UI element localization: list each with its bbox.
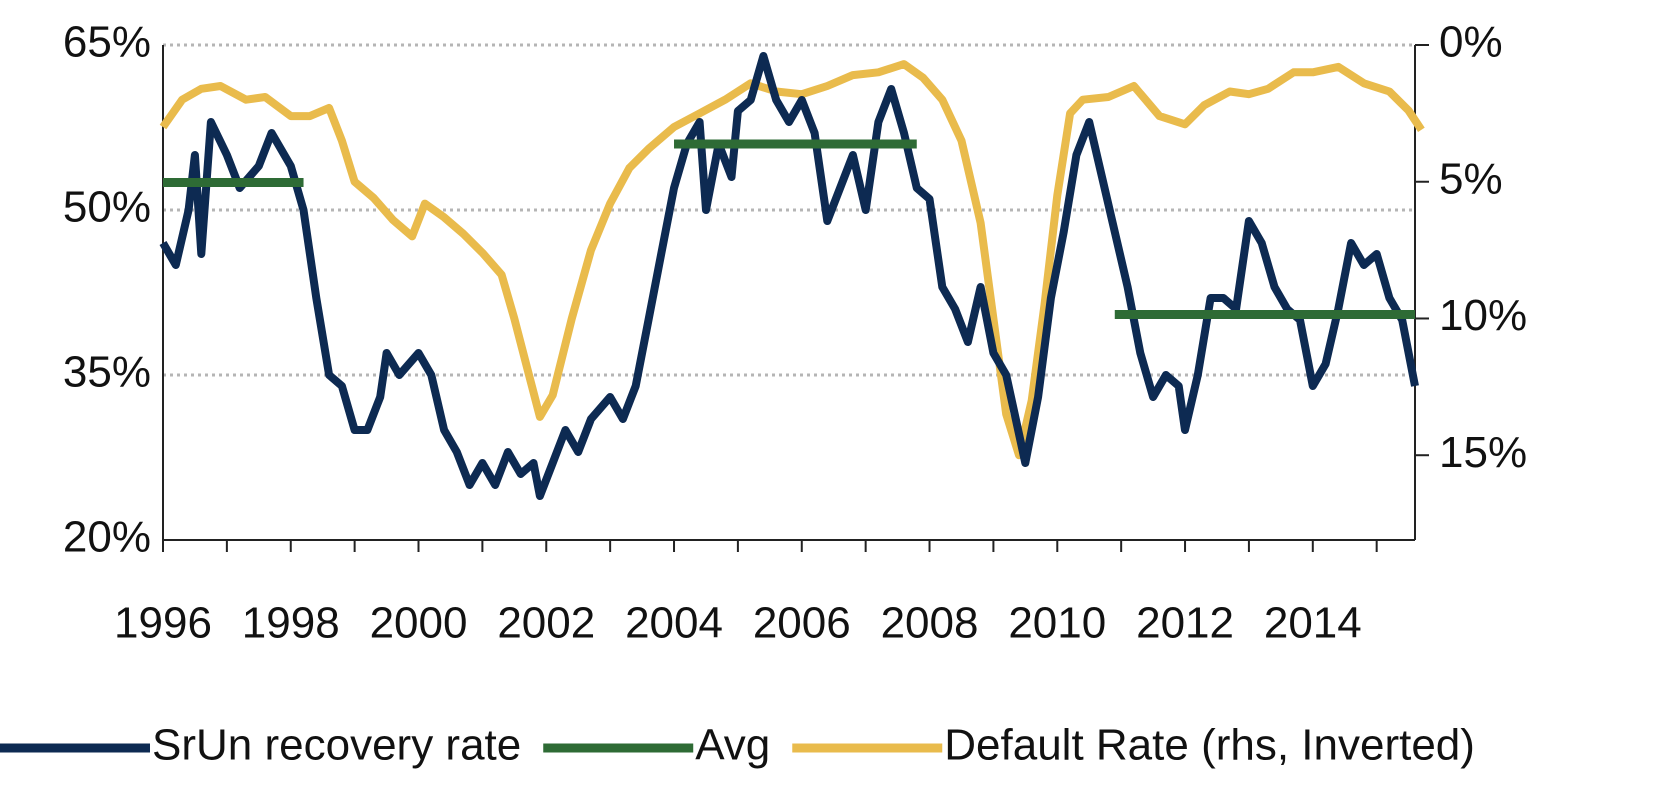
legend-label: Default Rate (rhs, Inverted) — [944, 721, 1475, 770]
x-tick-label: 2006 — [753, 599, 851, 648]
x-tick-label: 2012 — [1136, 599, 1234, 648]
legend-label: Avg — [695, 721, 770, 770]
x-tick-label: 2010 — [1008, 599, 1106, 648]
y2-tick-label: 0% — [1439, 18, 1503, 67]
legend-label: SrUn recovery rate — [152, 721, 521, 770]
x-tick-label: 2002 — [497, 599, 595, 648]
x-tick-label: 2004 — [625, 599, 723, 648]
x-tick-label: 1998 — [242, 599, 340, 648]
y-tick-label: 50% — [63, 183, 151, 232]
y-tick-label: 20% — [63, 513, 151, 562]
y2-tick-label: 10% — [1439, 291, 1527, 340]
x-tick-label: 2014 — [1264, 599, 1362, 648]
series-line — [159, 52, 1419, 500]
y2-tick-label: 15% — [1439, 428, 1527, 477]
x-tick-label: 1996 — [114, 599, 212, 648]
x-tick-label: 2008 — [881, 599, 979, 648]
y2-tick-label: 5% — [1439, 154, 1503, 203]
y-tick-label: 35% — [63, 348, 151, 397]
x-tick-label: 2000 — [370, 599, 468, 648]
y-tick-label: 65% — [63, 18, 151, 67]
